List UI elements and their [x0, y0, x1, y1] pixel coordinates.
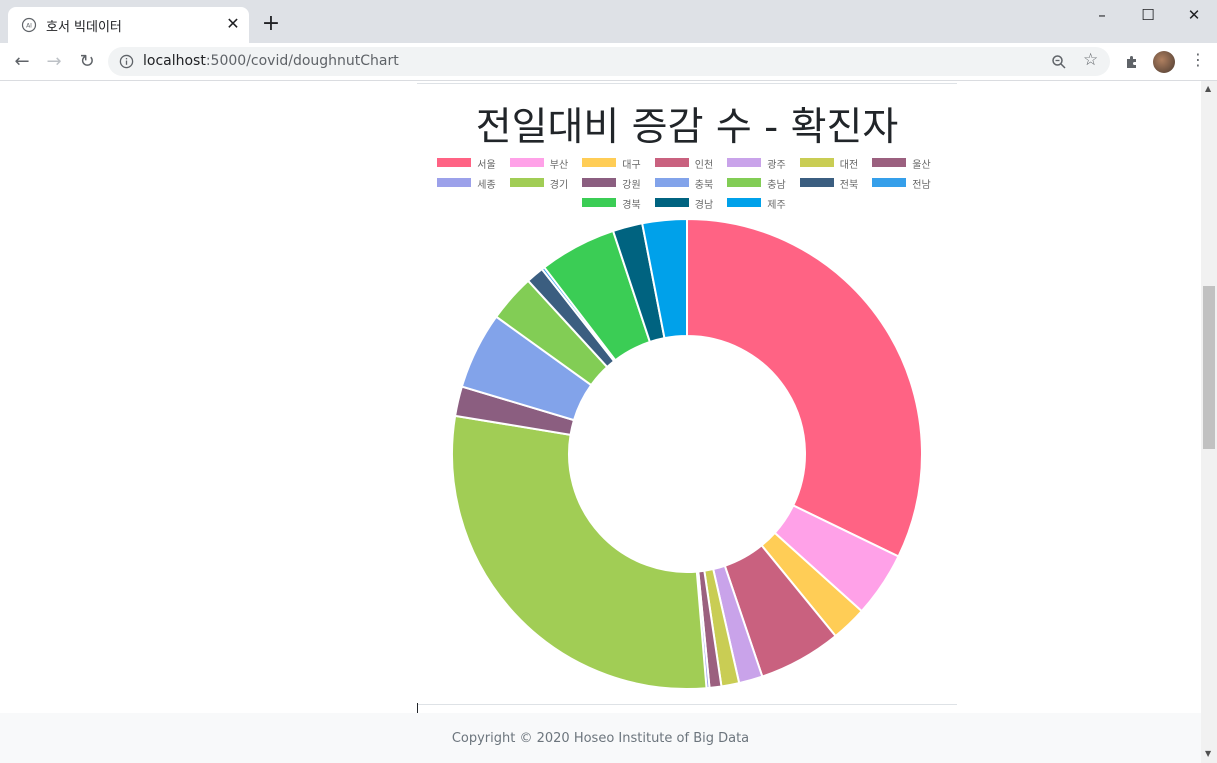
legend-label: 전북 [839, 180, 859, 191]
legend-label: 전남 [912, 180, 931, 191]
address-bar[interactable]: localhost:5000/covid/doughnutChart ☆ [108, 47, 1110, 76]
scroll-up-arrow-icon[interactable]: ▲ [1205, 84, 1212, 93]
scrollbar-thumb[interactable] [1203, 286, 1215, 449]
legend-swatch [509, 178, 544, 187]
legend-swatch [799, 158, 834, 167]
profile-avatar[interactable] [1153, 51, 1175, 73]
legend-label: 경기 [549, 180, 569, 191]
close-window-button[interactable]: ✕ [1187, 6, 1201, 24]
scroll-down-arrow-icon[interactable]: ▼ [1205, 749, 1212, 758]
forward-button[interactable]: → [46, 51, 62, 72]
extensions-puzzle-icon[interactable] [1124, 54, 1140, 70]
legend-label: 경북 [622, 200, 641, 211]
legend-label: 대구 [622, 160, 641, 171]
legend-label: 서울 [477, 160, 496, 171]
tab-title: 호서 빅데이터 [46, 20, 122, 35]
legend-swatch [799, 178, 834, 187]
legend-swatch [654, 158, 689, 167]
legend-swatch [582, 178, 617, 187]
back-button[interactable]: ← [14, 51, 30, 72]
zoom-icon[interactable] [1051, 54, 1067, 70]
legend-swatch [654, 178, 689, 187]
tab-close-icon[interactable]: ✕ [226, 14, 240, 33]
browser-toolbar: ← → ↻ localhost:5000/covid/doughnutChart… [0, 43, 1217, 81]
bookmark-star-icon[interactable]: ☆ [1083, 50, 1099, 70]
copyright-text: Copyright © 2020 Hoseo Institute of Big … [451, 731, 750, 746]
legend-swatch [582, 158, 617, 167]
vertical-scrollbar[interactable]: ▲ ▼ [1201, 81, 1217, 763]
legend-label: 경남 [694, 200, 714, 211]
legend-swatch [727, 178, 762, 187]
legend-label: 광주 [767, 160, 786, 171]
legend-label: 울산 [912, 160, 931, 171]
tab-bar: AI 호서 빅데이터 ✕ + – ☐ ✕ [0, 0, 1217, 43]
legend-swatch [872, 178, 907, 187]
legend-label: 강원 [622, 180, 641, 191]
site-info-icon[interactable] [119, 54, 134, 69]
legend-label: 부산 [549, 160, 569, 171]
url-path: :5000/covid/doughnutChart [205, 53, 399, 69]
divider-tick [417, 703, 418, 713]
legend-swatch [727, 158, 762, 167]
chart-title: 전일대비 증감 수 - 확진자 [475, 105, 899, 150]
legend-label: 충북 [694, 180, 714, 191]
legend-label: 세종 [477, 180, 496, 191]
legend-label: 충남 [767, 180, 786, 191]
legend-swatch [654, 198, 689, 207]
new-tab-button[interactable]: + [261, 11, 281, 36]
url-text: localhost:5000/covid/doughnutChart [143, 53, 399, 69]
minimize-button[interactable]: – [1098, 6, 1106, 24]
menu-kebab-icon[interactable]: ⋮ [1190, 50, 1206, 69]
legend-swatch [509, 158, 544, 167]
reload-button[interactable]: ↻ [79, 51, 95, 72]
doughnut-segment-경기[interactable] [451, 414, 708, 690]
site-favicon-icon: AI [21, 17, 37, 33]
maximize-button[interactable]: ☐ [1141, 6, 1155, 24]
legend-label: 제주 [767, 200, 786, 211]
svg-text:AI: AI [26, 23, 32, 30]
url-host: localhost [143, 53, 206, 69]
legend-label: 인천 [694, 160, 714, 171]
legend-swatch [582, 198, 617, 207]
legend-swatch [437, 158, 472, 167]
doughnut-chart [451, 217, 923, 690]
browser-tab[interactable]: AI 호서 빅데이터 ✕ [8, 7, 249, 43]
doughnut-segment-서울[interactable] [686, 217, 923, 558]
legend-label: 대전 [839, 160, 859, 171]
legend-swatch [872, 158, 907, 167]
footer: Copyright © 2020 Hoseo Institute of Big … [0, 713, 1201, 763]
doughnut-segment-제주[interactable] [640, 217, 688, 340]
legend-swatch [727, 198, 762, 207]
legend-swatch [437, 178, 472, 187]
